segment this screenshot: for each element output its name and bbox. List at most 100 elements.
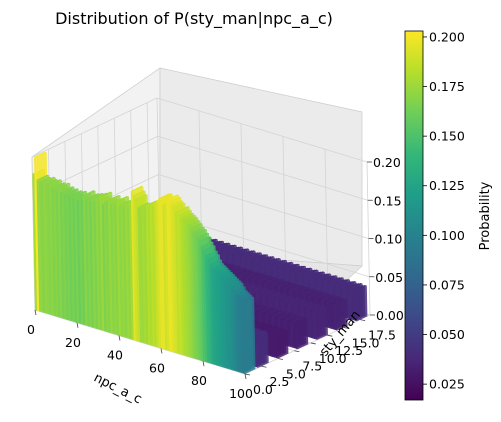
bar-front — [34, 156, 40, 312]
bar-top — [223, 244, 237, 251]
bar-top — [211, 240, 224, 247]
bar-front — [154, 203, 159, 348]
bar-top — [116, 196, 129, 202]
bar-front — [175, 212, 180, 355]
bar-front — [213, 270, 218, 366]
bar-front — [196, 237, 201, 361]
y-tick-mark — [294, 350, 300, 353]
bar-front — [130, 190, 136, 341]
bar-top — [277, 280, 291, 287]
bar-front — [108, 199, 113, 334]
bar-top — [166, 194, 180, 201]
bar-top — [227, 265, 240, 272]
bar-top — [135, 194, 148, 200]
bar-top — [255, 288, 269, 294]
bar-top — [276, 295, 290, 301]
bar-top — [302, 302, 315, 309]
bar-side — [257, 332, 269, 368]
bar-top — [331, 277, 344, 283]
bar-front — [42, 181, 48, 314]
bar-front — [38, 181, 44, 313]
x-tick-mark — [160, 348, 163, 354]
y-tick-label: 17.5 — [368, 328, 396, 343]
bar-top — [200, 241, 214, 248]
bar-top — [275, 329, 288, 336]
bar-front — [141, 207, 147, 344]
bar-top — [258, 275, 272, 281]
bar-front — [269, 333, 272, 357]
bar-front — [97, 201, 103, 331]
bar-front — [68, 196, 73, 322]
bar-top — [230, 246, 243, 253]
x-tick-label: 20 — [65, 335, 81, 350]
bar-top — [235, 290, 248, 296]
bar-front — [198, 241, 203, 362]
bar-top — [305, 269, 319, 276]
y-tick-mark — [360, 319, 366, 322]
bar-front — [239, 299, 243, 374]
bar-front — [183, 219, 189, 357]
y-tick-mark — [261, 365, 267, 368]
bar-top — [324, 275, 338, 281]
bar-top — [194, 228, 207, 235]
bar-front — [209, 264, 214, 365]
bar-front — [273, 334, 276, 358]
bar-front — [293, 323, 296, 349]
z-tick-label: 0.05 — [375, 270, 403, 285]
bar-side — [243, 297, 256, 374]
bar-top — [271, 310, 285, 317]
bar-top — [82, 190, 96, 196]
y-tick-label: 0.0 — [253, 382, 273, 397]
grid-line-z — [157, 135, 368, 201]
bar-front — [347, 288, 351, 320]
bar-front — [181, 217, 187, 357]
bar-side — [316, 307, 328, 340]
bar-top — [66, 188, 79, 194]
bar-front — [241, 301, 245, 374]
bar-front — [332, 303, 335, 330]
bar-top — [57, 182, 71, 189]
colorbar-tick-label: 0.100 — [429, 228, 465, 243]
bar-front — [354, 290, 357, 322]
bar — [314, 306, 328, 340]
z-tick-label: 0.15 — [374, 193, 402, 208]
y-tick-label: 15.0 — [352, 335, 380, 350]
bar-top — [211, 263, 225, 269]
bar-front — [101, 204, 107, 332]
bar-top — [218, 269, 231, 276]
colorbar-tick-label: 0.150 — [429, 129, 465, 144]
bar-front — [166, 199, 172, 352]
bar-front — [228, 285, 233, 371]
bar-top — [283, 297, 296, 303]
bar-side — [297, 318, 309, 350]
bar-front — [122, 207, 128, 339]
bar-top — [215, 267, 229, 273]
bar-front — [207, 259, 212, 364]
bar-top — [274, 293, 288, 300]
bar-top — [258, 289, 271, 295]
bar-front — [235, 294, 239, 373]
z-axis-ticks: 0.00 0.05 0.10 0.15 0.20 — [367, 155, 404, 323]
bar-front — [91, 197, 96, 329]
bar-front — [310, 311, 314, 339]
bar-front — [89, 201, 94, 328]
bar-top — [187, 220, 201, 226]
colorbar-ticks: 0.025 0.050 0.075 0.100 0.125 0.150 0.175 0.200 — [423, 29, 465, 392]
bar-front — [211, 268, 216, 365]
bar-top — [49, 179, 62, 185]
bar-front — [330, 303, 333, 330]
bar-front — [200, 246, 206, 362]
bar-top — [34, 151, 47, 158]
bar-top — [250, 273, 264, 279]
bar-top — [207, 254, 220, 260]
bar-front — [172, 207, 178, 354]
chart-title: Distribution of P(sty_man|npc_a_c) — [55, 9, 333, 29]
bar-front — [290, 321, 294, 348]
bar-top — [181, 212, 194, 219]
bar-front — [185, 222, 191, 358]
bar-top — [189, 223, 203, 229]
bar-front — [164, 203, 170, 351]
bar-front — [230, 287, 235, 371]
colorbar-gradient — [404, 30, 424, 401]
bar-top — [243, 284, 256, 290]
